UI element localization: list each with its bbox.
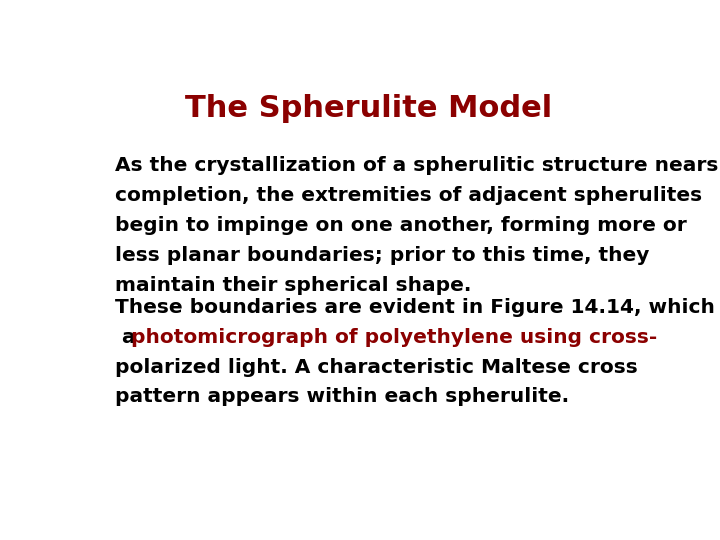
Text: The Spherulite Model: The Spherulite Model: [185, 94, 553, 123]
Text: maintain their spherical shape.: maintain their spherical shape.: [115, 276, 472, 295]
Text: pattern appears within each spherulite.: pattern appears within each spherulite.: [115, 388, 570, 407]
Text: These boundaries are evident in Figure 14.14, which is: These boundaries are evident in Figure 1…: [115, 298, 720, 316]
Text: photomicrograph of polyethylene using cross-: photomicrograph of polyethylene using cr…: [131, 328, 657, 347]
Text: polarized light. A characteristic Maltese cross: polarized light. A characteristic Maltes…: [115, 357, 638, 376]
Text: less planar boundaries; prior to this time, they: less planar boundaries; prior to this ti…: [115, 246, 649, 265]
Text: completion, the extremities of adjacent spherulites: completion, the extremities of adjacent …: [115, 186, 702, 205]
Text: begin to impinge on one another, forming more or: begin to impinge on one another, forming…: [115, 216, 687, 235]
Text: a: a: [115, 328, 143, 347]
Text: As the crystallization of a spherulitic structure nears: As the crystallization of a spherulitic …: [115, 156, 719, 176]
